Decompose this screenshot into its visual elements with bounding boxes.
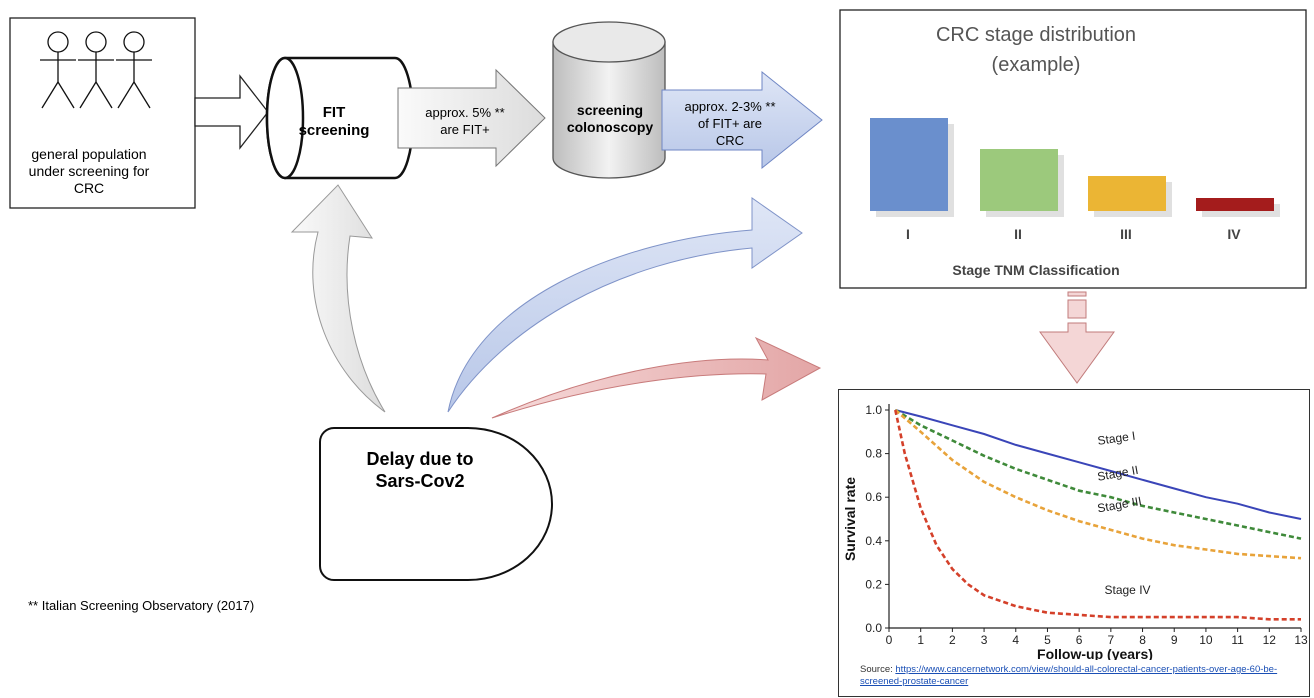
stage-chart-subtitle: (example): [991, 54, 1081, 76]
y-tick-label: 0.6: [865, 490, 882, 504]
x-tick-label: 4: [1012, 633, 1019, 647]
survival-chart: 0 1 2 3 4 5 6 7 8 9 10 11 12 130.00.20.40.60.81.0Foll…: [842, 403, 1308, 662]
delay-box: [319, 427, 553, 581]
fit-positive-label: approx. 5% ** are FIT+: [410, 104, 520, 138]
delay-to-stage-curved-arrow: [447, 197, 803, 413]
stage-bar-IV: [1196, 198, 1274, 211]
x-tick-label: 11: [1231, 633, 1244, 647]
stage-bar-III: [1088, 176, 1166, 211]
x-tick-label: 10: [1199, 633, 1213, 647]
delay-to-survival-curved-arrow: [491, 336, 822, 419]
colonoscopy-label: screening colonoscopy: [555, 102, 665, 136]
series-line-1: [895, 409, 1302, 520]
colonoscopy-cylinder: [552, 21, 666, 179]
x-tick-label: 12: [1263, 633, 1277, 647]
x-tick-label: 9: [1171, 633, 1178, 647]
x-tick-label: 3: [981, 633, 988, 647]
delay-label-line-1: Delay due to: [366, 449, 474, 469]
population-to-fit-arrow: [194, 74, 269, 150]
x-tick-label: 6: [1076, 633, 1083, 647]
y-axis-title: Survival rate: [842, 477, 858, 561]
x-tick-label: 7: [1108, 633, 1115, 647]
crc-detection-line-3: CRC: [715, 133, 745, 148]
series-line-4: [894, 409, 1301, 621]
series-label-2: Stage II: [1096, 463, 1139, 484]
series-line-2: [894, 408, 1302, 540]
fit-screening-label: FIT screening: [278, 104, 390, 140]
series-label-4: Stage IV: [1105, 583, 1151, 597]
stage-chart-title: CRC stage distribution (example): [842, 20, 1230, 80]
crc-detection-line-1: approx. 2-3% **: [684, 99, 776, 114]
series-label-3: Stage III: [1096, 494, 1142, 516]
stage-label-i: I: [906, 226, 910, 242]
stage-chart-title-text: CRC stage distribution: [935, 24, 1137, 46]
x-tick-label: 8: [1139, 633, 1146, 647]
fit-label-line-1: FIT: [322, 104, 346, 121]
population-label: general population under screening for C…: [14, 146, 164, 197]
crc-detection-label: approx. 2-3% ** of FIT+ are CRC: [670, 98, 790, 149]
stage-label-iii: III: [1120, 226, 1132, 242]
population-figures-icon: [40, 31, 152, 109]
stage-to-survival-arrow: [1039, 291, 1115, 384]
fit-positive-line-2: are FIT+: [440, 122, 490, 137]
stage-bar-II: [980, 149, 1058, 211]
x-tick-label: 5: [1044, 633, 1051, 647]
stage-axis-label: Stage TNM Classification: [952, 262, 1120, 278]
x-tick-label: 2: [949, 633, 956, 647]
series-label-1: Stage I: [1097, 429, 1137, 448]
colonoscopy-label-line-2: colonoscopy: [566, 119, 654, 135]
stage-bar-I: [870, 118, 948, 211]
population-label-line-3: CRC: [73, 180, 105, 196]
x-tick-label: 1: [917, 633, 924, 647]
delay-label-line-2: Sars-Cov2: [375, 471, 465, 491]
fit-positive-line-1: approx. 5% **: [425, 105, 505, 120]
y-tick-label: 0.0: [865, 621, 882, 635]
colonoscopy-label-line-1: screening: [576, 102, 644, 118]
y-tick-label: 0.8: [865, 447, 882, 461]
series-line-3: [894, 409, 1302, 560]
source-prefix: Source:: [860, 664, 896, 675]
y-tick-label: 0.4: [865, 534, 882, 548]
fit-label-line-2: screening: [298, 122, 370, 139]
fit-positive-arrow: [397, 68, 546, 168]
crc-detection-arrow: [661, 70, 823, 170]
delay-to-fit-curved-arrow: [290, 184, 386, 413]
y-tick-label: 0.2: [865, 577, 882, 591]
source-link[interactable]: https://www.cancernetwork.com/view/shoul…: [860, 664, 1278, 687]
x-tick-label: 13: [1294, 633, 1308, 647]
stage-label-iv: IV: [1227, 226, 1241, 242]
delay-label: Delay due to Sars-Cov2: [320, 448, 520, 492]
crc-detection-line-2: of FIT+ are: [698, 116, 762, 131]
footnote: ** Italian Screening Observatory (2017): [28, 598, 255, 613]
population-label-line-2: under screening for: [28, 163, 150, 179]
source-citation: Source: https://www.cancernetwork.com/vi…: [860, 664, 1300, 688]
x-tick-label: 0: [886, 633, 893, 647]
y-tick-label: 1.0: [865, 403, 882, 417]
population-label-line-1: general population: [31, 146, 147, 162]
stage-label-ii: II: [1014, 226, 1022, 242]
x-axis-title: Follow-up (years): [1037, 646, 1153, 660]
survival-chart-panel: 0 1 2 3 4 5 6 7 8 9 10 11 12 13 0.0 0.2 0.4 0.6 0.8 1.0 Foll…: [838, 389, 1310, 697]
stage-bar-chart: [870, 118, 1280, 217]
